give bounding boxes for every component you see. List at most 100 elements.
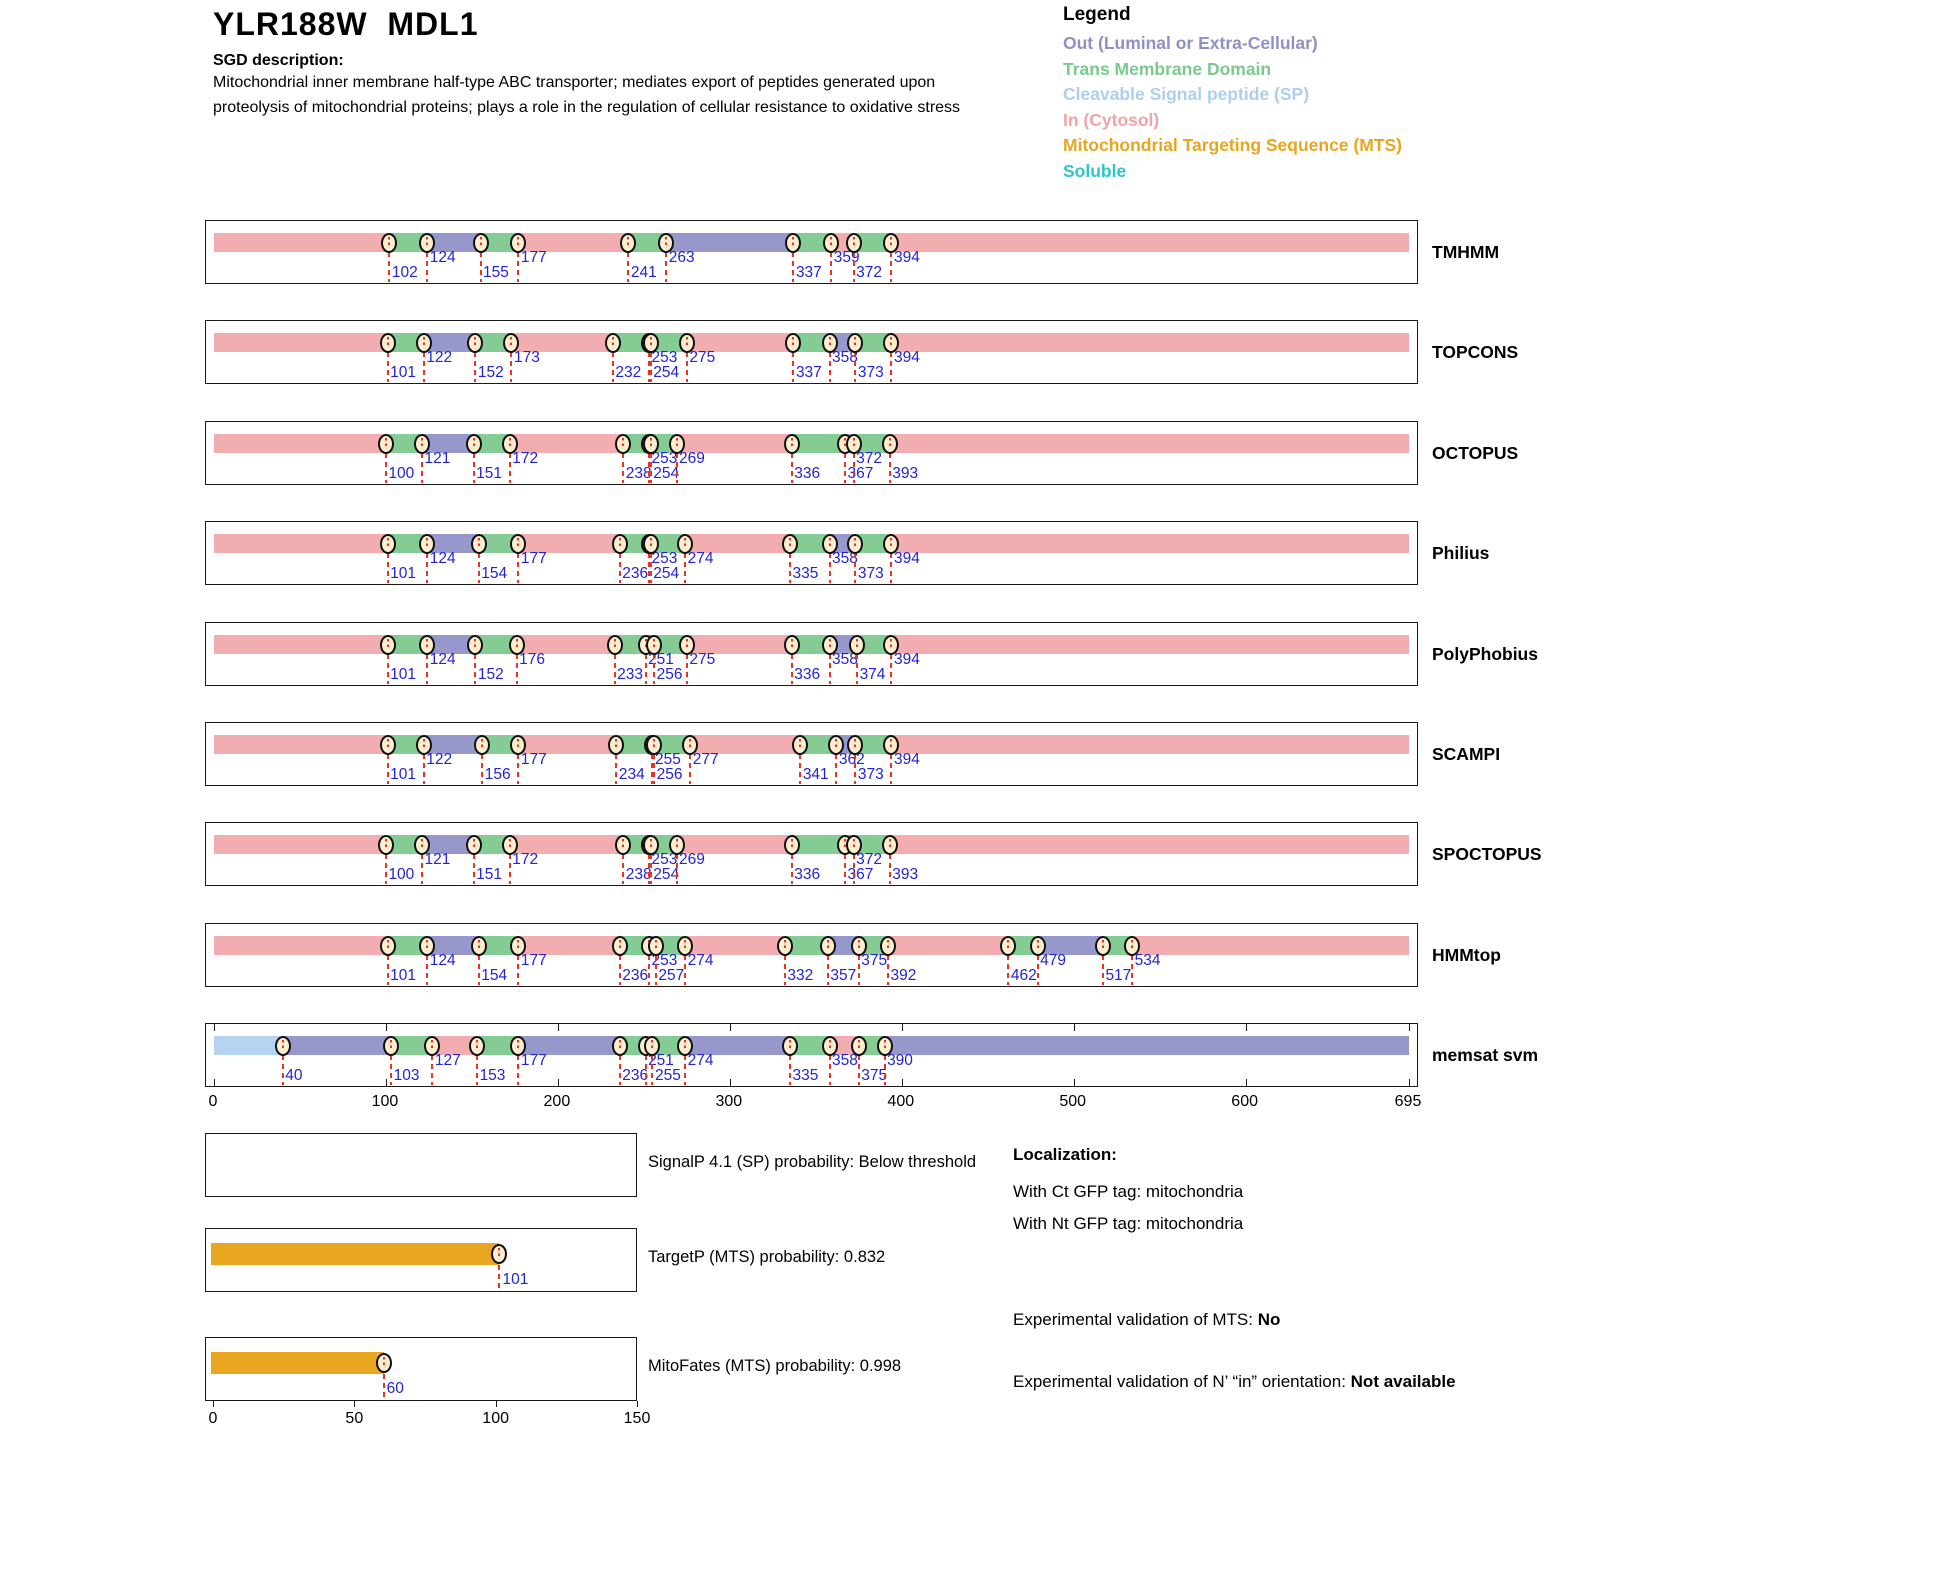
boundary-marker — [821, 634, 838, 655]
marker-inner-dash — [857, 940, 860, 950]
boundary-position-label: 233 — [617, 666, 643, 683]
boundary-marker — [379, 533, 396, 554]
boundary-dashed-line — [426, 946, 429, 985]
segment-tm — [612, 333, 649, 352]
marker-inner-dash — [890, 639, 893, 649]
boundary-position-label: 100 — [388, 866, 415, 883]
marker-inner-dash — [1101, 940, 1104, 950]
boundary-position-label: 153 — [479, 1067, 506, 1084]
track-topcons: 101 122 152 173 232 253 254 275 337 358 373 394 — [205, 320, 1418, 384]
boundary-dashed-line — [622, 444, 625, 483]
legend-item-soluble: Soluble — [1063, 160, 1127, 181]
segment-tm — [650, 333, 687, 352]
boundary-dashed-line — [648, 544, 650, 583]
marker-inner-dash — [649, 538, 652, 548]
prob-axis-label: 0 — [208, 1410, 218, 1427]
marker-inner-dash — [654, 940, 657, 950]
boundary-position-label: 256 — [656, 666, 683, 683]
boundary-marker — [415, 734, 432, 755]
marker-inner-dash — [426, 639, 429, 649]
boundary-dashed-line — [887, 946, 889, 985]
boundary-position-label: 274 — [687, 1052, 714, 1069]
boundary-position-label: 172 — [512, 851, 539, 868]
boundary-dashed-line — [835, 745, 838, 784]
marker-inner-dash — [684, 1040, 687, 1050]
boundary-position-label: 124 — [429, 651, 456, 668]
boundary-position-label: 358 — [832, 1052, 858, 1069]
marker-inner-dash — [474, 337, 477, 347]
boundary-position-label: 253 — [651, 952, 678, 969]
boundary-dashed-line — [517, 1046, 520, 1085]
boundary-marker — [1094, 935, 1111, 956]
axis-tick — [385, 1079, 387, 1086]
marker-inner-dash — [477, 940, 480, 950]
segment-tm — [473, 835, 510, 854]
track-name-polyphobius: PolyPhobius — [1432, 644, 1538, 664]
boundary-position-label: 177 — [520, 1052, 547, 1069]
marker-inner-dash — [618, 538, 621, 548]
marker-inner-dash — [627, 237, 630, 247]
boundary-dashed-line — [844, 845, 847, 884]
boundary-dashed-line — [648, 343, 650, 382]
segment-in — [676, 835, 792, 854]
boundary-position-label: 393 — [892, 465, 919, 482]
boundary-position-label: 124 — [429, 249, 456, 266]
prob-axis-tick — [213, 1401, 214, 1407]
boundary-position-label: 394 — [893, 751, 920, 768]
marker-inner-dash — [426, 237, 429, 247]
segment-tm — [855, 735, 892, 754]
boundary-dashed-line — [826, 946, 829, 985]
boundary-position-label: 257 — [658, 967, 685, 984]
axis-tick — [557, 1024, 559, 1031]
boundary-position-label: 238 — [625, 866, 652, 883]
boundary-dashed-line — [508, 845, 511, 884]
boundary-marker — [642, 433, 659, 454]
boundary-dashed-line — [890, 745, 893, 784]
boundary-marker — [379, 332, 396, 353]
prob-axis-label: 100 — [482, 1410, 510, 1427]
boundary-marker — [678, 332, 695, 353]
probability-caption-0: SignalP 4.1 (SP) probability: Below thre… — [648, 1153, 977, 1171]
boundary-dashed-line — [1007, 946, 1010, 985]
segment-tm — [793, 333, 830, 352]
boundary-position-label: 177 — [520, 751, 547, 768]
marker-inner-dash — [675, 839, 678, 849]
boundary-position-label: 177 — [520, 550, 547, 567]
boundary-dashed-line — [426, 645, 429, 684]
boundary-position-label: 127 — [434, 1052, 461, 1069]
boundary-position-label: 336 — [794, 465, 821, 482]
boundary-dashed-line — [622, 845, 625, 884]
boundary-marker — [823, 232, 840, 253]
boundary-position-label: 373 — [857, 565, 884, 582]
boundary-marker — [501, 834, 518, 855]
track-name-philius: Philius — [1432, 543, 1490, 563]
marker-inner-dash — [517, 538, 520, 548]
track-memsat-svm: 40 103 127 153 177 236 251 255 274 335 358 375 390 — [205, 1023, 1418, 1087]
marker-inner-dash — [615, 739, 618, 749]
segment-tm — [855, 333, 892, 352]
boundary-marker — [845, 232, 862, 253]
marker-inner-dash — [421, 839, 424, 849]
boundary-marker — [677, 533, 694, 554]
marker-inner-dash — [790, 438, 793, 448]
boundary-dashed-line — [474, 343, 477, 382]
boundary-marker — [1000, 935, 1017, 956]
residue-axis-label: 500 — [1059, 1093, 1087, 1110]
boundary-position-label: 124 — [429, 550, 456, 567]
segment-tm — [791, 434, 846, 453]
boundary-position-label: 394 — [893, 349, 920, 366]
axis-tick — [214, 1079, 215, 1086]
boundary-position-label: 332 — [787, 967, 814, 984]
marker-inner-dash — [830, 237, 833, 247]
track-philius: 101 124 154 177 236 253 254 274 335 358 373 394 — [205, 521, 1418, 585]
track-spoctopus: 100 121 151 172 238 253 254 269 336 367 372 393 — [205, 822, 1418, 886]
boundary-dashed-line — [384, 845, 387, 884]
boundary-position-label: 236 — [622, 967, 649, 984]
marker-inner-dash — [422, 739, 425, 749]
boundary-dashed-line — [472, 444, 475, 483]
track-name-hmmtop: HMMtop — [1432, 945, 1502, 965]
marker-inner-dash — [675, 438, 678, 448]
segment-out — [422, 434, 474, 453]
marker-inner-dash — [390, 1040, 393, 1050]
boundary-marker — [677, 935, 694, 956]
